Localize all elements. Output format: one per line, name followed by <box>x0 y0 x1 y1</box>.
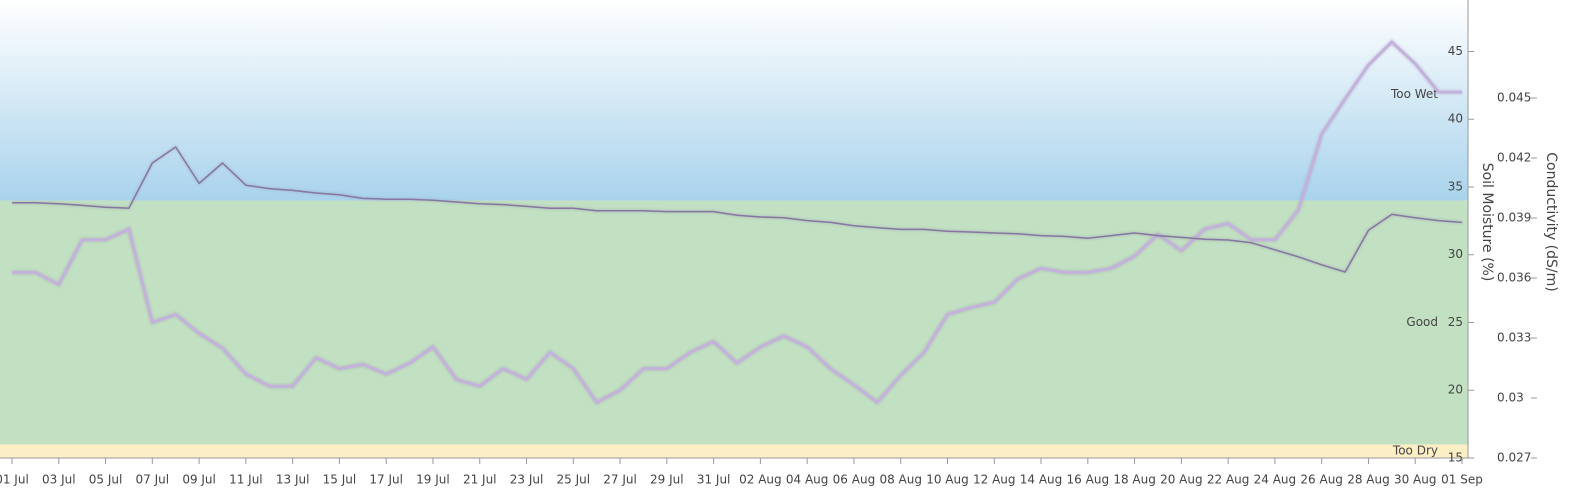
x-tick-label: 29 Jul <box>650 473 684 487</box>
y-tick-label: 30 <box>1448 247 1463 261</box>
x-tick-label: 08 Aug <box>879 473 922 487</box>
x-tick-label: 09 Jul <box>182 473 216 487</box>
y-tick-label: 35 <box>1448 179 1463 193</box>
y-tick-label: 25 <box>1448 315 1463 329</box>
y-tick-label: 45 <box>1448 44 1463 58</box>
x-tick-label: 30 Aug <box>1394 473 1437 487</box>
series-line <box>12 40 1462 404</box>
x-tick-label: 15 Jul <box>323 473 357 487</box>
y2-tick-label: 0.045 <box>1497 91 1531 105</box>
x-tick-label: 20 Aug <box>1160 473 1203 487</box>
series-line <box>12 146 1463 273</box>
y-tick-label: 20 <box>1448 383 1463 397</box>
x-tick-label: 05 Jul <box>89 473 123 487</box>
axes: 15 20 25 30 35 40 45 0.027 0.03 0.033 0.036 0.039 0.… <box>0 0 1559 487</box>
y-tick-label: 40 <box>1448 112 1463 126</box>
y2-axis-label: Conductivity (dS/m) <box>1543 152 1559 292</box>
x-tick-label: 23 Jul <box>510 473 544 487</box>
y2-tick-label: 0.027 <box>1497 451 1531 465</box>
x-tick-label: 16 Aug <box>1067 473 1110 487</box>
lines <box>12 38 1463 406</box>
x-tick-label: 06 Aug <box>833 473 876 487</box>
y2-tick-label: 0.039 <box>1497 211 1531 225</box>
zone-label: Good <box>1406 315 1438 329</box>
y2-tick-label: 0.042 <box>1497 151 1531 165</box>
zone-label: Too Dry <box>1392 444 1438 458</box>
zones: Too Wet Good Too Dry <box>0 0 1468 458</box>
x-tick-label: 26 Aug <box>1300 473 1343 487</box>
zone-band <box>0 0 1468 201</box>
x-tick-label: 07 Jul <box>136 473 170 487</box>
x-tick-label: 01 Jul <box>0 473 29 487</box>
x-tick-label: 24 Aug <box>1254 473 1297 487</box>
x-tick-label: 18 Aug <box>1113 473 1156 487</box>
x-tick-label: 17 Jul <box>369 473 403 487</box>
x-tick-label: 11 Jul <box>229 473 263 487</box>
x-tick-label: 02 Aug <box>739 473 782 487</box>
x-tick-label: 01 Sep <box>1441 473 1483 487</box>
x-tick-label: 28 Aug <box>1347 473 1390 487</box>
x-tick-label: 22 Aug <box>1207 473 1250 487</box>
x-tick-label: 04 Aug <box>786 473 829 487</box>
zone-label: Too Wet <box>1390 87 1438 101</box>
x-tick-label: 12 Aug <box>973 473 1016 487</box>
x-tick-label: 13 Jul <box>276 473 310 487</box>
x-tick-label: 31 Jul <box>697 473 731 487</box>
y2-tick-label: 0.036 <box>1497 271 1531 285</box>
x-tick-label: 03 Jul <box>42 473 76 487</box>
x-tick-label: 14 Aug <box>1020 473 1063 487</box>
x-tick-label: 10 Aug <box>926 473 969 487</box>
y2-tick-label: 0.03 <box>1497 391 1524 405</box>
x-tick-label: 27 Jul <box>603 473 637 487</box>
y-tick-label: 15 <box>1448 451 1463 465</box>
x-tick-label: 25 Jul <box>557 473 591 487</box>
x-tick-label: 21 Jul <box>463 473 497 487</box>
zone-band <box>0 444 1468 458</box>
y2-tick-label: 0.033 <box>1497 331 1531 345</box>
y-axis-label: Soil Moisture (%) <box>1479 163 1495 282</box>
x-tick-label: 19 Jul <box>416 473 450 487</box>
